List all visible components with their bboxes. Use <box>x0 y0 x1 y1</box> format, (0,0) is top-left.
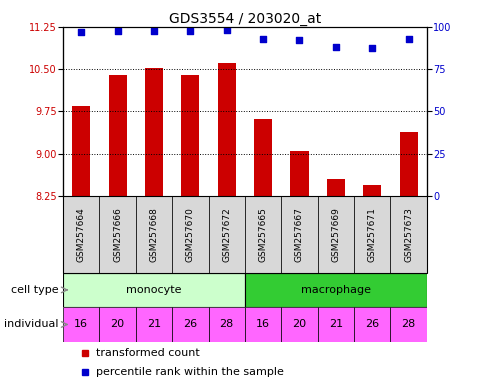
Text: monocyte: monocyte <box>126 285 182 295</box>
Bar <box>145 68 163 196</box>
Point <box>295 37 302 43</box>
Bar <box>63 273 244 307</box>
Text: 21: 21 <box>147 319 161 329</box>
Text: GSM257667: GSM257667 <box>294 207 303 262</box>
Bar <box>63 307 99 342</box>
Bar <box>317 196 353 273</box>
Text: percentile rank within the sample: percentile rank within the sample <box>95 367 283 377</box>
Text: 28: 28 <box>401 319 415 329</box>
Text: cell type: cell type <box>11 285 58 295</box>
Point <box>113 28 121 34</box>
Bar <box>72 106 90 196</box>
Text: 20: 20 <box>292 319 306 329</box>
Bar <box>281 307 317 342</box>
Text: GSM257671: GSM257671 <box>367 207 376 262</box>
Point <box>186 28 194 34</box>
Text: GSM257668: GSM257668 <box>149 207 158 262</box>
Point <box>367 45 375 51</box>
Text: 28: 28 <box>219 319 233 329</box>
Bar <box>181 75 199 196</box>
Text: GSM257664: GSM257664 <box>76 207 86 262</box>
Text: GSM257673: GSM257673 <box>403 207 412 262</box>
Point <box>150 28 157 34</box>
Text: macrophage: macrophage <box>300 285 370 295</box>
Bar <box>208 307 244 342</box>
Text: GSM257670: GSM257670 <box>185 207 195 262</box>
Text: 16: 16 <box>256 319 270 329</box>
Bar <box>390 196 426 273</box>
Point <box>222 27 230 33</box>
Point <box>258 36 266 42</box>
Bar <box>244 307 281 342</box>
Bar <box>363 185 380 196</box>
Bar <box>172 307 208 342</box>
Bar <box>136 196 172 273</box>
Bar <box>353 307 390 342</box>
Bar <box>244 196 281 273</box>
Bar <box>108 75 126 196</box>
Bar <box>63 196 99 273</box>
Text: 26: 26 <box>364 319 378 329</box>
Bar <box>172 196 208 273</box>
Bar <box>99 196 136 273</box>
Point <box>77 29 85 35</box>
Bar <box>244 273 426 307</box>
Point <box>331 44 339 50</box>
Text: individual: individual <box>4 319 58 329</box>
Bar <box>99 307 136 342</box>
Bar <box>217 63 235 196</box>
Bar <box>326 179 344 196</box>
Text: GSM257672: GSM257672 <box>222 207 231 262</box>
Bar <box>254 119 272 196</box>
Text: GSM257666: GSM257666 <box>113 207 122 262</box>
Bar <box>208 196 244 273</box>
Text: GSM257669: GSM257669 <box>331 207 340 262</box>
Bar <box>317 307 353 342</box>
Text: 21: 21 <box>328 319 342 329</box>
Text: 16: 16 <box>74 319 88 329</box>
Text: transformed count: transformed count <box>95 348 199 358</box>
Bar <box>353 196 390 273</box>
Text: 26: 26 <box>183 319 197 329</box>
Bar <box>136 307 172 342</box>
Point <box>404 36 411 42</box>
Text: 20: 20 <box>110 319 124 329</box>
Bar <box>290 151 308 196</box>
Title: GDS3554 / 203020_at: GDS3554 / 203020_at <box>168 12 320 26</box>
Bar <box>399 132 417 196</box>
Text: GSM257665: GSM257665 <box>258 207 267 262</box>
Bar <box>390 307 426 342</box>
Bar <box>281 196 317 273</box>
